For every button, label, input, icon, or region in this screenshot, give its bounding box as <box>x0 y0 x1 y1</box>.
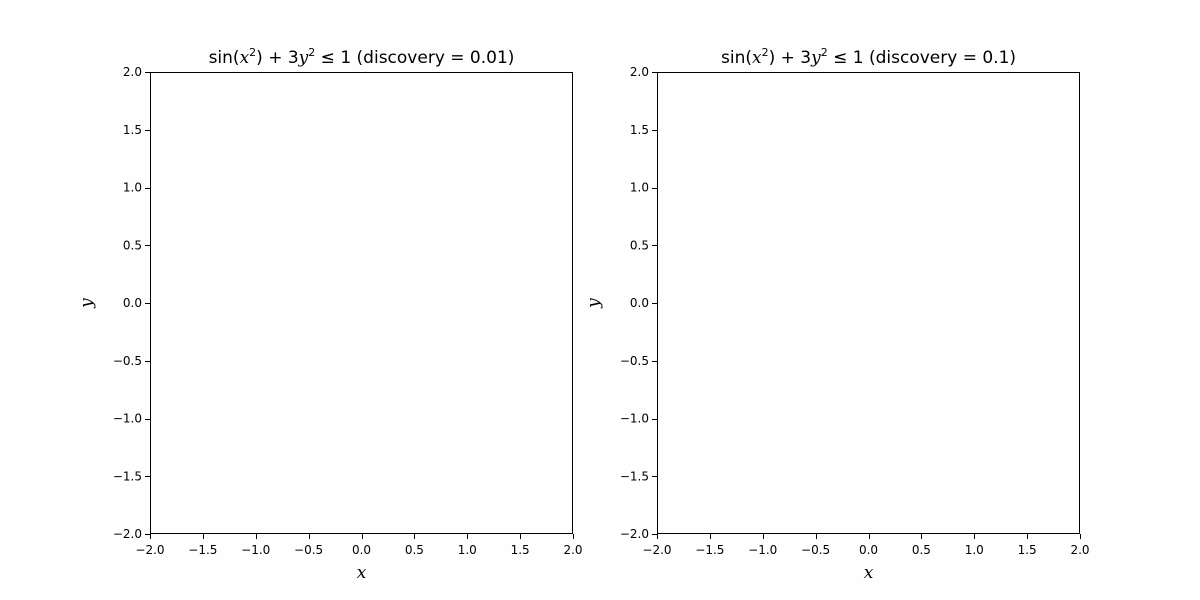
title-close-paren: ) <box>256 48 263 68</box>
y-tick-label-left: −1.0 <box>113 412 142 426</box>
y-tick-label-left: 0.0 <box>123 296 142 310</box>
x-tick-label-right: −2.0 <box>642 543 671 557</box>
plot-title-right: sin(x2) + 3y2 ≤ 1 (discovery = 0.1) <box>721 46 1016 68</box>
x-tick-label-left: 0.0 <box>352 543 371 557</box>
title-relation: ≤ 1 (discovery = 0.1) <box>828 48 1016 68</box>
y-tick-label-right: 0.5 <box>630 238 649 252</box>
ticks-right: −2.0 −1.5 −1.0 −0.5 0.0 0.5 1.0 1.5 2.0 −2.0 −1.5 −… <box>620 65 1090 557</box>
x-tick-label-left: −0.5 <box>294 543 323 557</box>
y-tick-label-right: −1.5 <box>620 469 649 483</box>
y-tick-label-right: −0.5 <box>620 354 649 368</box>
title-plus: + 3 <box>775 48 811 68</box>
y-tick-label-right: 1.5 <box>630 123 649 137</box>
plot-area-right <box>657 72 1080 534</box>
x-axis-label-right: x <box>864 563 874 583</box>
y-tick-label-left: 0.5 <box>123 238 142 252</box>
axes-frame-left <box>150 72 573 534</box>
y-tick-label-right: 1.0 <box>630 181 649 195</box>
subplot-left: −2.0 −1.5 −1.0 −0.5 0.0 0.5 1.0 1.5 2.0 −2.0 −1.5 −… <box>77 46 583 583</box>
y-axis-label-right: y <box>584 298 604 309</box>
subplot-right: −2.0 −1.5 −1.0 −0.5 0.0 0.5 1.0 1.5 2.0 −2.0 −1.5 −… <box>584 46 1090 583</box>
y-tick-label-left: −0.5 <box>113 354 142 368</box>
x-tick-label-right: −1.5 <box>695 543 724 557</box>
title-exp-y: 2 <box>821 46 828 59</box>
title-close-paren: ) <box>769 48 776 68</box>
ticks-left: −2.0 −1.5 −1.0 −0.5 0.0 0.5 1.0 1.5 2.0 −2.0 −1.5 −… <box>113 65 583 557</box>
plot-title-left: sin(x2) + 3y2 ≤ 1 (discovery = 0.01) <box>209 46 515 68</box>
title-var-y: y <box>810 48 821 68</box>
x-tick-label-right: −1.0 <box>748 543 777 557</box>
x-tick-label-right: 0.0 <box>859 543 878 557</box>
title-func: sin <box>209 48 233 68</box>
title-exp-y: 2 <box>308 46 315 59</box>
x-tick-label-left: 1.5 <box>511 543 530 557</box>
title-var-y: y <box>298 48 309 68</box>
title-exp-x: 2 <box>249 46 256 59</box>
title-relation: ≤ 1 (discovery = 0.01) <box>315 48 514 68</box>
title-exp-x: 2 <box>762 46 769 59</box>
y-tick-label-right: 0.0 <box>630 296 649 310</box>
x-tick-label-right: −0.5 <box>801 543 830 557</box>
y-axis-label-left: y <box>77 298 97 309</box>
x-tick-label-right: 1.0 <box>965 543 984 557</box>
title-var-x: x <box>240 48 250 68</box>
x-tick-label-left: 2.0 <box>563 543 582 557</box>
x-tick-label-left: −2.0 <box>135 543 164 557</box>
title-var-x: x <box>752 48 762 68</box>
title-func: sin <box>721 48 745 68</box>
x-tick-label-right: 1.5 <box>1018 543 1037 557</box>
y-tick-label-right: 2.0 <box>630 65 649 79</box>
title-plus: + 3 <box>263 48 299 68</box>
y-tick-label-left: −2.0 <box>113 527 142 541</box>
title-open-paren: ( <box>745 48 752 68</box>
x-tick-label-right: 0.5 <box>912 543 931 557</box>
x-axis-label-left: x <box>357 563 367 583</box>
axes-frame-right <box>657 72 1080 534</box>
y-tick-label-left: 1.5 <box>123 123 142 137</box>
x-tick-label-left: 1.0 <box>458 543 477 557</box>
y-tick-label-right: −2.0 <box>620 527 649 541</box>
x-tick-label-left: −1.5 <box>188 543 217 557</box>
y-tick-label-left: 2.0 <box>123 65 142 79</box>
title-open-paren: ( <box>233 48 240 68</box>
x-tick-label-right: 2.0 <box>1070 543 1089 557</box>
y-tick-label-left: −1.5 <box>113 469 142 483</box>
plot-area-left <box>150 72 573 534</box>
x-tick-label-left: −1.0 <box>241 543 270 557</box>
y-tick-label-right: −1.0 <box>620 412 649 426</box>
x-tick-label-left: 0.5 <box>405 543 424 557</box>
y-tick-label-left: 1.0 <box>123 181 142 195</box>
